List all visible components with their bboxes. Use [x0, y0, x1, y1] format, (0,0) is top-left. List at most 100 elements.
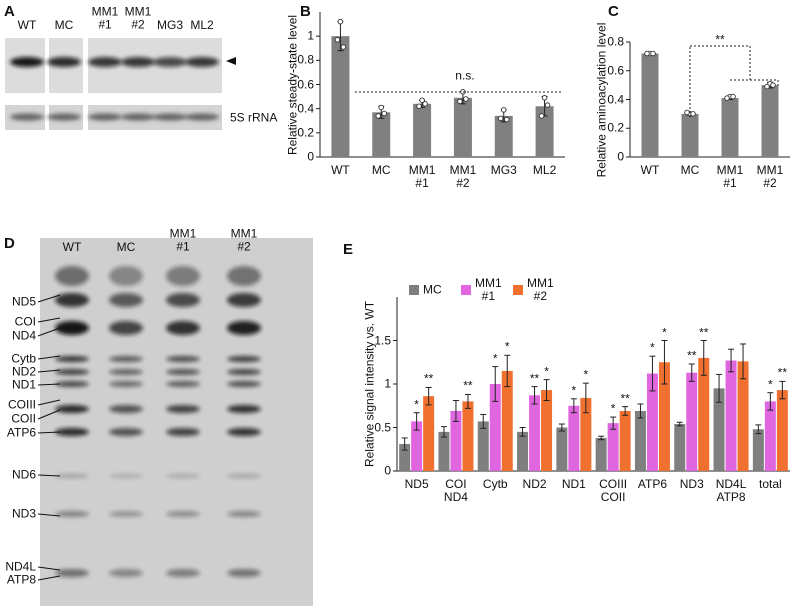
gel-band [88, 113, 122, 121]
bar [764, 401, 776, 471]
x-tick-label: MM1 #2 [756, 163, 784, 191]
y-tick-label: 0.8 [607, 34, 624, 49]
band-pointer [37, 575, 61, 581]
gel-band [47, 113, 81, 121]
gel-band [109, 474, 143, 478]
data-point [463, 96, 469, 102]
gel-band [166, 428, 200, 436]
gel-band [121, 57, 155, 67]
bar [713, 388, 725, 471]
bar [776, 390, 788, 471]
panel-letter: A [4, 3, 15, 20]
x-tick-label: ML2 [532, 163, 557, 177]
data-point [334, 37, 341, 43]
bar [686, 372, 698, 471]
significance-mark: ** [687, 348, 697, 363]
x-tick-label: ND1 [561, 477, 586, 491]
band-label: ND2 [11, 364, 36, 379]
x-tick-label: WT [640, 163, 660, 177]
y-tick-label: 1.5 [374, 332, 391, 347]
band-label: COI [14, 314, 36, 329]
gel-band [166, 369, 200, 375]
band-pointer [37, 566, 61, 571]
lane-label: WT [62, 239, 82, 254]
legend-label: MM1 #1 [475, 275, 502, 303]
gel-band [109, 266, 143, 286]
bar [517, 431, 529, 471]
gel-band [47, 57, 81, 67]
band-arrow [226, 57, 236, 65]
loading-label: 5S rRNA [230, 110, 278, 125]
gel-band [227, 405, 261, 413]
bar [450, 410, 462, 471]
gel-band [55, 474, 89, 478]
data-point [770, 82, 776, 88]
gel-band [227, 356, 261, 362]
y-tick-label: 0.5 [374, 419, 391, 434]
data-point [650, 50, 656, 57]
significance-mark: * [571, 383, 577, 398]
x-tick-label: ND4L ATP8 [715, 477, 747, 505]
gel-band [88, 57, 122, 67]
panel-letter: C [608, 3, 619, 20]
y-tick-label: 0 [307, 149, 314, 164]
gel-band [121, 113, 155, 121]
bar [462, 401, 474, 471]
x-tick-label: ND2 [522, 477, 547, 491]
gel-band [153, 113, 187, 121]
band-pointer [37, 383, 61, 386]
band-label: ND3 [11, 506, 36, 521]
gel-band [55, 266, 89, 286]
bar [646, 373, 658, 471]
data-point [375, 113, 382, 119]
data-point [422, 101, 428, 107]
legend-label: MM1 #2 [527, 275, 554, 303]
band-pointer [37, 369, 61, 373]
gel-band [166, 569, 200, 577]
gel-band [166, 356, 200, 362]
bar [607, 423, 619, 471]
data-point [504, 116, 510, 123]
x-tick-label: COI ND4 [443, 477, 468, 505]
bar [541, 390, 553, 471]
significance-mark: * [768, 377, 773, 392]
band-pointer [37, 431, 61, 434]
band-pointer [37, 294, 61, 303]
x-tick-label: total [759, 477, 782, 491]
band-label: COII [11, 411, 36, 426]
gel-band [55, 569, 89, 577]
gel-band [55, 405, 89, 413]
band-label: ND1 [11, 377, 36, 392]
lane-label: MC [54, 17, 74, 32]
significance-mark: * [650, 340, 655, 355]
significance-mark: * [544, 364, 549, 379]
bar [721, 98, 739, 157]
gel-band [166, 293, 200, 307]
gel-band [55, 356, 89, 362]
x-tick-label: MM1 #1 [408, 163, 436, 191]
lane-label: MM1 #2 [124, 4, 152, 32]
bar [752, 429, 764, 471]
gel-band [166, 381, 200, 387]
bar [535, 106, 554, 157]
y-tick-label: 1 [384, 376, 391, 391]
y-axis-label: Relative aminoacylation level [594, 22, 609, 177]
significance-mark: * [492, 351, 498, 365]
bar [438, 431, 450, 471]
gel-band [55, 428, 89, 436]
data-point [764, 83, 770, 90]
band-label: ND6 [11, 467, 36, 482]
gel-band [227, 369, 261, 375]
gel-band [185, 113, 219, 121]
bar [634, 410, 646, 471]
panel-letter: D [4, 235, 15, 252]
band-label: COIII [7, 397, 36, 412]
x-tick-label: WT [331, 163, 350, 177]
data-point [538, 113, 545, 119]
bar [423, 396, 435, 471]
gel-band [227, 266, 261, 286]
bar [529, 395, 541, 471]
bar [399, 444, 411, 471]
bar [761, 85, 779, 157]
